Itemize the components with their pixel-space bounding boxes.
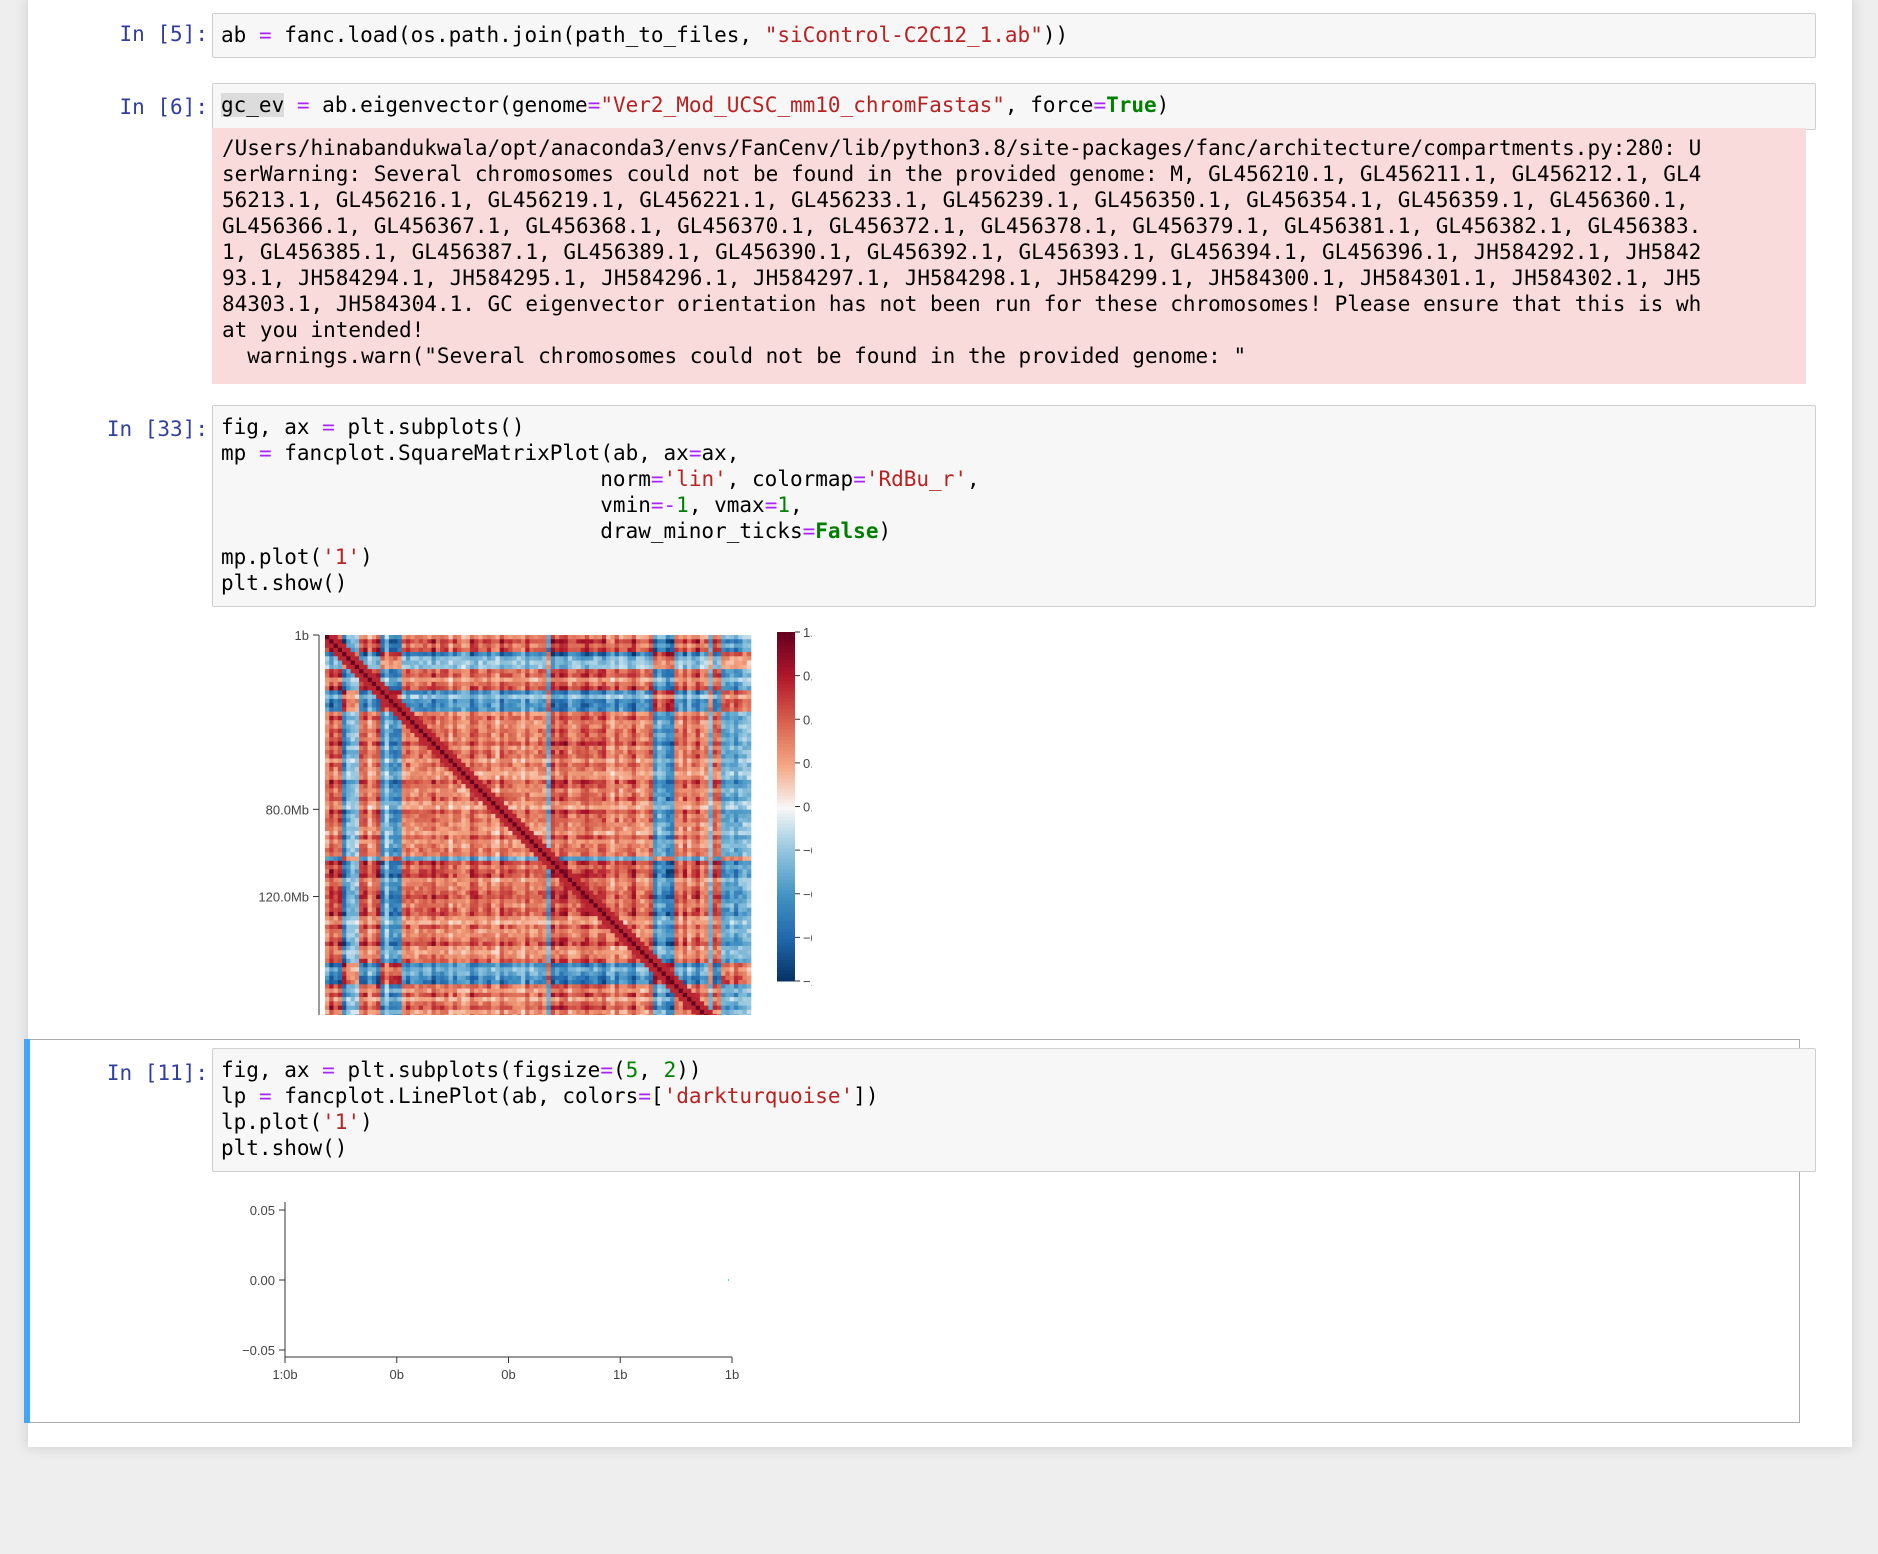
heatmap-y-tick-label: 80.0Mb <box>266 802 309 817</box>
colorbar-tick-label: −0.25 <box>803 843 812 858</box>
code-line: draw_minor_ticks=False) <box>221 519 892 543</box>
stderr-line: GL456366.1, GL456367.1, GL456368.1, GL45… <box>222 214 1702 238</box>
colorbar-tick-label: 1.00 <box>803 625 812 640</box>
cell-prompt: In [33]: <box>106 417 208 441</box>
cell-prompt: In [5]: <box>119 22 208 46</box>
stderr-line: serWarning: Several chromosomes could no… <box>222 162 1702 186</box>
line-plot-x-tick-label: 1b <box>613 1367 627 1382</box>
heatmap-y-tick-label: 1b <box>295 628 309 643</box>
heatmap-axes: 1b80.0Mb120.0Mb1:195.5Mb1:1b40.0Mb80.0Mb… <box>258 628 320 1015</box>
code-line: lp = fancplot.LinePlot(ab, colors=['dark… <box>221 1084 879 1108</box>
stderr-line: warnings.warn("Several chromosomes could… <box>222 344 1247 368</box>
line-plot-x-tick-label: 1:0b <box>272 1367 297 1382</box>
code-cell-6[interactable]: gc_ev = ab.eigenvector(genome="Ver2_Mod_… <box>212 83 1816 130</box>
code-line: lp.plot('1') <box>221 1110 373 1134</box>
code-line: mp = fancplot.SquareMatrixPlot(ab, ax=ax… <box>221 441 740 465</box>
code-cell-5[interactable]: ab = fanc.load(os.path.join(path_to_file… <box>212 13 1816 58</box>
colorbar-tick-label: 0.25 <box>803 756 812 771</box>
cell-prompt: In [11]: <box>106 1061 208 1085</box>
line-plot-y-tick-label: −0.05 <box>242 1343 275 1358</box>
colorbar: 1.00 0.75 0.50 0.25 0.00 −0.25 −0.50 −0.75 −1.00 <box>777 625 812 989</box>
code-line: vmin=-1, vmax=1, <box>221 493 803 517</box>
line-plot-y-tick-label: 0.05 <box>250 1203 275 1218</box>
colorbar-tick-label: −0.75 <box>803 930 812 945</box>
stderr-line: /Users/hinabandukwala/opt/anaconda3/envs… <box>222 136 1702 160</box>
colorbar-tick-label: 0.50 <box>803 712 812 727</box>
colorbar-tick-label: −0.50 <box>803 887 812 902</box>
code-line: ab = fanc.load(os.path.join(path_to_file… <box>221 23 1069 47</box>
code-line: norm='lin', colormap='RdBu_r', <box>221 467 980 491</box>
cell-prompt: In [6]: <box>119 95 208 119</box>
code-cell-11[interactable]: fig, ax = plt.subplots(figsize=(5, 2)) lp… <box>212 1048 1816 1172</box>
line-plot-x-tick-label: 0b <box>501 1367 515 1382</box>
line-plot-y-tick-label: 0.00 <box>250 1273 275 1288</box>
stderr-line: 56213.1, GL456216.1, GL456219.1, GL45622… <box>222 188 1689 212</box>
code-line: plt.show() <box>221 571 348 595</box>
code-line: fig, ax = plt.subplots() <box>221 415 525 439</box>
selected-cell-indicator <box>24 1039 30 1423</box>
line-plot-axes: 0.05 0.00 −0.05 1:0b 0b 0b 1b 1b <box>242 1202 739 1382</box>
code-line: mp.plot('1') <box>221 545 373 569</box>
code-line: fig, ax = plt.subplots(figsize=(5, 2)) <box>221 1058 702 1082</box>
colorbar-tick-label: 0.00 <box>803 800 812 815</box>
code-line: gc_ev = ab.eigenvector(genome="Ver2_Mod_… <box>221 93 1170 117</box>
stderr-line: 93.1, JH584294.1, JH584295.1, JH584296.1… <box>222 266 1702 290</box>
line-plot-x-tick-label: 1b <box>725 1367 739 1382</box>
heatmap-figure: 1b80.0Mb120.0Mb1:195.5Mb1:1b40.0Mb80.0Mb… <box>258 625 812 1015</box>
stderr-line: 1, GL456385.1, GL456387.1, GL456389.1, G… <box>222 240 1702 264</box>
stderr-line: at you intended! <box>222 318 425 342</box>
stderr-line: 84303.1, JH584304.1. GC eigenvector orie… <box>222 292 1702 316</box>
code-line: plt.show() <box>221 1136 348 1160</box>
heatmap-y-tick-label: 120.0Mb <box>258 889 309 904</box>
line-plot-x-tick-label: 0b <box>390 1367 404 1382</box>
heatmap-cells <box>325 635 752 1015</box>
stderr-output: /Users/hinabandukwala/opt/anaconda3/envs… <box>212 128 1806 384</box>
code-cell-33[interactable]: fig, ax = plt.subplots() mp = fancplot.Sq… <box>212 405 1816 607</box>
colorbar-tick-label: −1.00 <box>803 974 812 989</box>
line-plot-figure: 0.05 0.00 −0.05 1:0b 0b 0b 1b 1b <box>242 1202 739 1382</box>
colorbar-tick-label: 0.75 <box>803 669 812 684</box>
